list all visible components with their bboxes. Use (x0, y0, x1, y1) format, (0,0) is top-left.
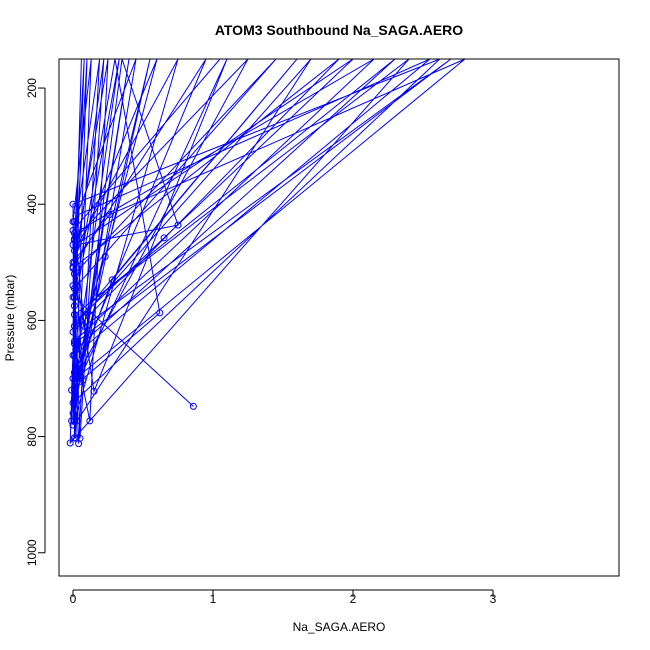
data-point (70, 311, 78, 319)
data-point (69, 351, 77, 359)
data-point (70, 285, 78, 292)
data-point (70, 417, 78, 425)
data-point (93, 293, 101, 301)
data-point (69, 399, 77, 407)
data-point (189, 402, 197, 410)
data-point (69, 200, 77, 208)
data-point (160, 234, 168, 242)
data-point (69, 328, 77, 336)
data-point (73, 316, 81, 324)
x-tick-label: 0 (70, 592, 77, 606)
data-point (66, 439, 74, 447)
data-point (69, 226, 77, 234)
data-point (68, 386, 76, 394)
data-point (156, 309, 164, 317)
y-tick-label: 1000 (25, 539, 39, 566)
data-point (105, 211, 113, 219)
x-axis-label: Na_SAGA.AERO (293, 620, 386, 634)
data-point (86, 417, 94, 425)
data-point (70, 434, 78, 442)
data-point (70, 236, 78, 244)
data-point (80, 322, 88, 330)
data-point (70, 337, 78, 345)
data-point (68, 417, 76, 425)
data-point (69, 218, 77, 226)
data-point (101, 253, 109, 260)
data-point (70, 302, 78, 310)
y-tick-label: 600 (25, 310, 39, 330)
data-point (69, 421, 77, 429)
data-point (90, 387, 98, 395)
x-tick-label: 1 (210, 592, 217, 606)
series-line-0 (69, 59, 466, 445)
data-point (72, 212, 80, 220)
data-point (69, 293, 77, 301)
data-point (77, 364, 85, 372)
data-point (70, 270, 78, 278)
data-point (70, 386, 78, 394)
data-point (72, 368, 80, 375)
x-tick-label: 3 (490, 592, 497, 606)
axes-layer: 0 1 2 3 200 400 600 800 1000 (25, 78, 497, 606)
data-point (69, 409, 77, 417)
data-point (70, 369, 78, 377)
data-point (75, 440, 83, 448)
data-point (69, 263, 77, 271)
plot-frame (58, 58, 620, 577)
y-axis-label: Pressure (mbar) (3, 275, 17, 362)
data-point (174, 221, 182, 229)
data-point (108, 276, 116, 284)
y-tick-label: 400 (25, 194, 39, 214)
data-point (70, 340, 78, 348)
series-layer (66, 59, 466, 448)
data-point (70, 395, 78, 403)
y-tick-label: 800 (25, 426, 39, 446)
data-point (79, 376, 87, 384)
y-tick-label: 200 (25, 78, 39, 98)
data-point (70, 247, 78, 255)
chart-title: ATOM3 Southbound Na_SAGA.AERO (215, 22, 463, 38)
x-tick-label: 2 (350, 592, 357, 606)
